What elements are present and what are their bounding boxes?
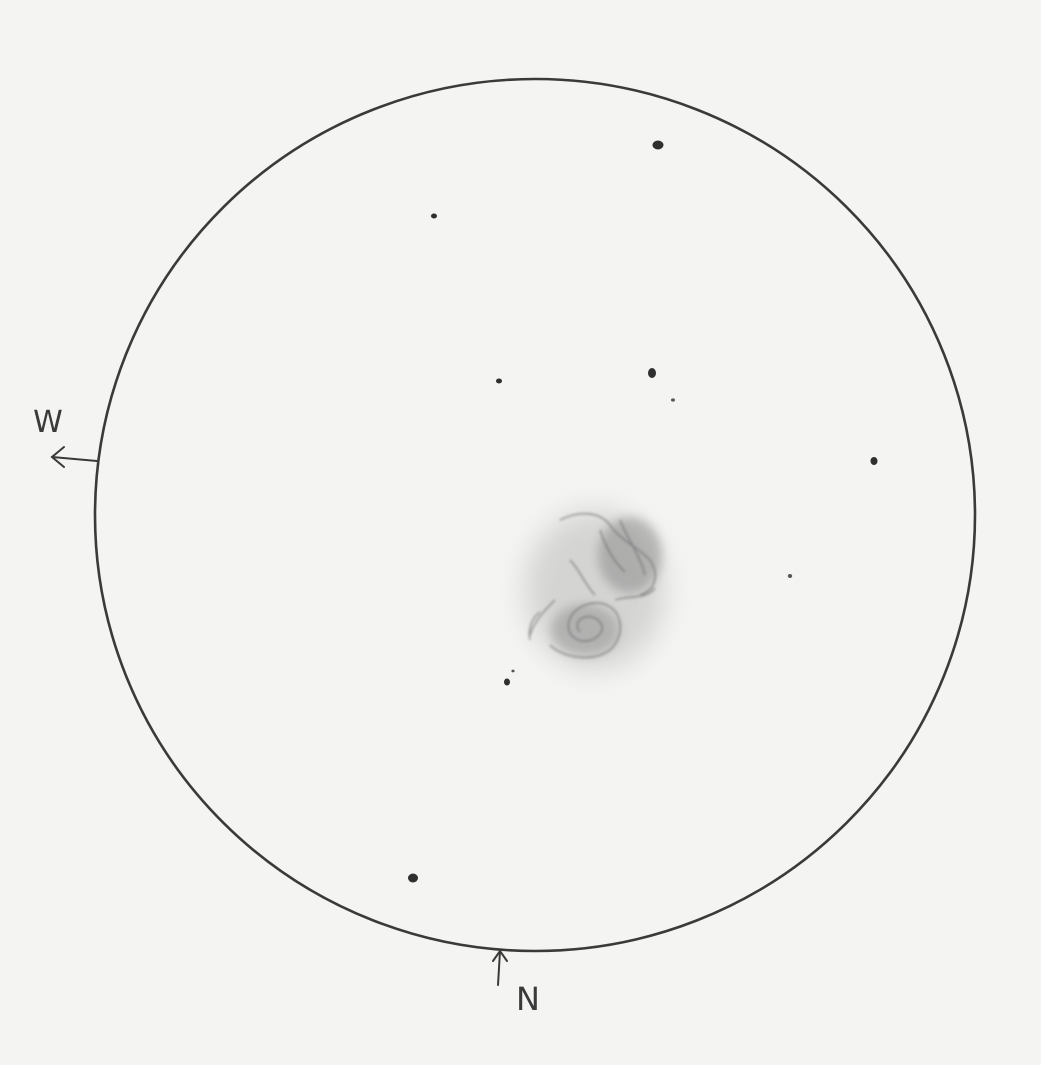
star [511,669,515,673]
star [870,457,878,465]
north-arrow-icon [492,949,508,986]
field-of-view-circle [93,77,977,953]
star [504,678,510,686]
nebula [525,510,665,670]
star [671,398,675,402]
star [652,140,664,150]
star [787,574,793,578]
star [408,873,418,883]
star [496,378,502,384]
west-arrow-icon [50,446,98,468]
star [648,368,656,378]
west-label: W [33,405,63,440]
north-label: N [516,980,540,1018]
star [431,213,437,219]
stars [408,140,878,883]
